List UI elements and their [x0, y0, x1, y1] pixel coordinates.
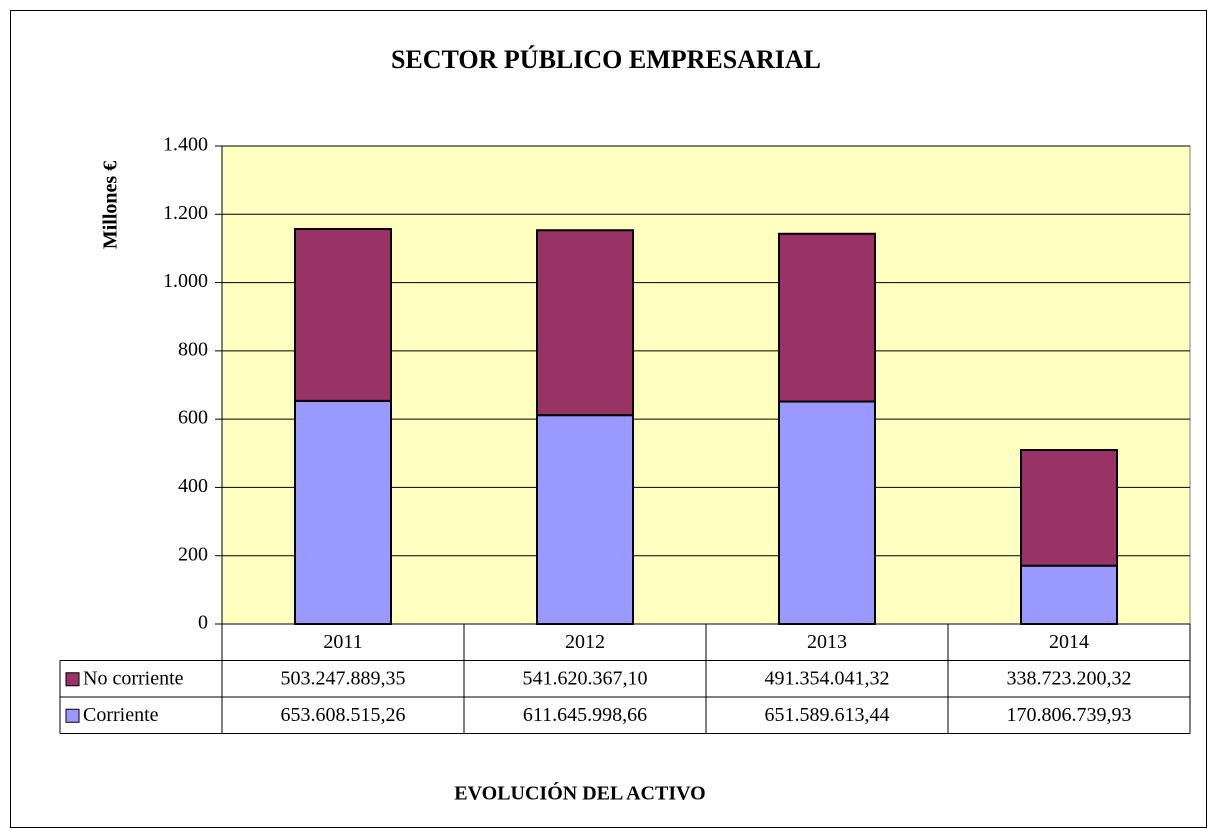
- table-value: 653.608.515,26: [281, 704, 406, 726]
- legend-label: Corriente: [83, 704, 159, 726]
- bar-segment: [1020, 564, 1118, 626]
- legend-key: [65, 708, 80, 723]
- table-value: 491.354.041,32: [765, 667, 890, 689]
- y-tick-label: 600: [178, 407, 208, 429]
- bar-segment: [1020, 449, 1118, 567]
- table-value: 541.620.367,10: [523, 667, 648, 689]
- bar-segment: [778, 400, 876, 625]
- y-tick-label: 1.000: [163, 270, 208, 292]
- bar-segment: [536, 414, 634, 626]
- y-axis-label: Millones €: [100, 161, 122, 249]
- y-tick-label: 800: [178, 338, 208, 360]
- bar-segment: [294, 399, 392, 625]
- table-value: 651.589.613,44: [765, 704, 890, 726]
- y-tick-label: 1.400: [163, 134, 208, 156]
- bar-segment: [536, 229, 634, 417]
- bar-segment: [778, 232, 876, 403]
- x-tick-label: 2014: [1049, 631, 1089, 653]
- chart-title: SECTOR PÚBLICO EMPRESARIAL: [391, 45, 821, 74]
- table-value: 611.645.998,66: [523, 704, 647, 726]
- bar-segment: [294, 228, 392, 402]
- x-tick-label: 2011: [323, 631, 362, 653]
- legend-key: [65, 672, 80, 687]
- x-tick-label: 2012: [565, 631, 605, 653]
- table-value: 503.247.889,35: [281, 667, 406, 689]
- y-tick-label: 400: [178, 475, 208, 497]
- x-tick-label: 2013: [807, 631, 847, 653]
- y-tick-label: 1.200: [163, 202, 208, 224]
- table-value: 170.806.739,93: [1007, 704, 1132, 726]
- table-value: 338.723.200,32: [1007, 667, 1132, 689]
- legend-label: No corriente: [83, 667, 184, 689]
- y-tick-label: 200: [178, 543, 208, 565]
- y-tick-label: 0: [198, 612, 208, 634]
- caption: EVOLUCIÓN DEL ACTIVO: [454, 781, 705, 805]
